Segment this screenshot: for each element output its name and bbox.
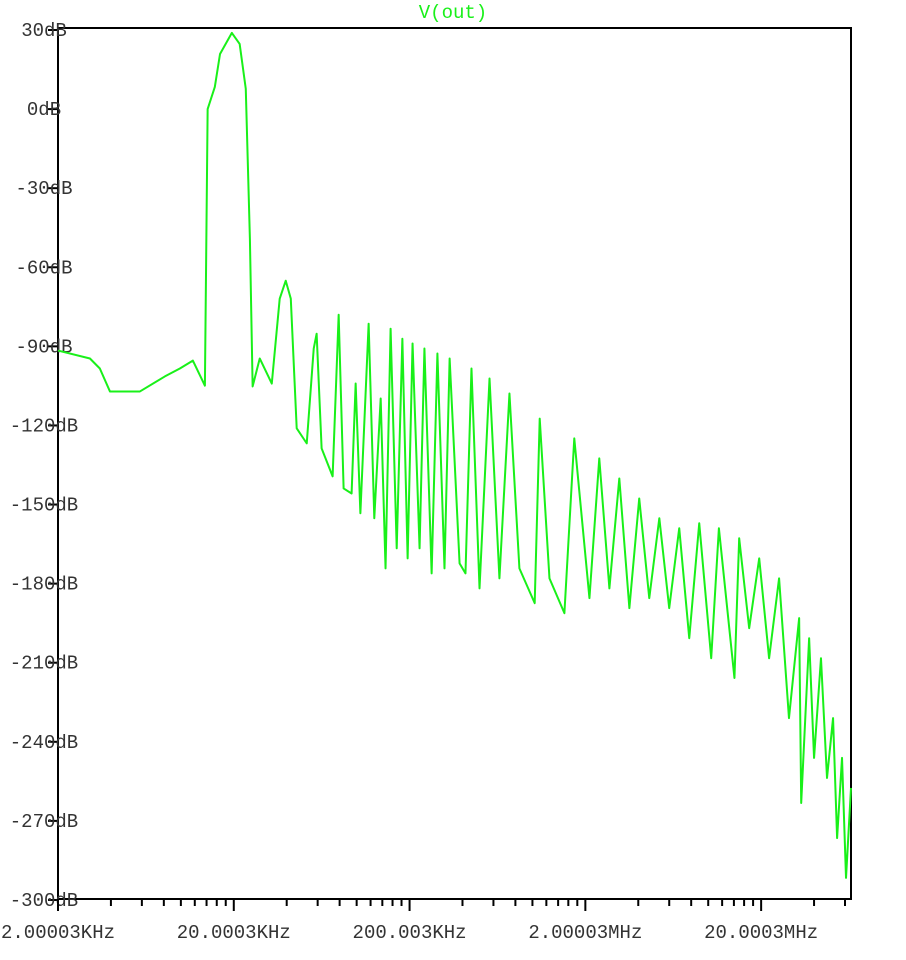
x-tick-label: 20.0003KHz (177, 922, 291, 944)
plot-frame (57, 27, 852, 900)
x-tick-label: 2.00003MHz (528, 922, 642, 944)
y-tick-label: -300dB (10, 890, 78, 912)
y-tick-label: -270dB (10, 811, 78, 833)
x-tick-label: 2.00003KHz (1, 922, 115, 944)
trace-line (57, 31, 852, 879)
y-tick-label: -210dB (10, 653, 78, 675)
y-tick-label: -120dB (10, 415, 78, 437)
x-tick-label: 20.0003MHz (704, 922, 818, 944)
y-tick-label: -90dB (15, 336, 72, 358)
y-tick-label: -180dB (10, 574, 78, 596)
x-tick-label: 200.003KHz (353, 922, 467, 944)
y-tick-label: -60dB (15, 257, 72, 279)
y-tick-label: -30dB (15, 178, 72, 200)
y-tick-label: 0dB (27, 99, 61, 121)
y-tick-label: -150dB (10, 495, 78, 517)
y-tick-label: -240dB (10, 732, 78, 754)
y-tick-label: 30dB (21, 20, 67, 42)
trace-title: V(out) (419, 2, 487, 24)
